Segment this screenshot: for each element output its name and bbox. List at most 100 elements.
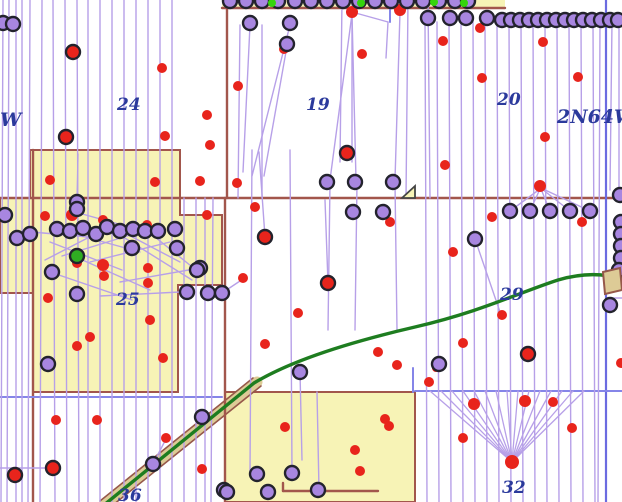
red-well-dot[interactable] (233, 81, 243, 91)
red-well-dot[interactable] (51, 415, 61, 425)
red-well-dot[interactable] (392, 360, 402, 370)
purple-well-symbol[interactable] (344, 203, 362, 221)
purple-well-symbol[interactable] (43, 263, 61, 281)
red-well-dot[interactable] (519, 395, 531, 407)
purple-well-symbol[interactable] (419, 9, 437, 27)
red-well-dot[interactable] (202, 210, 212, 220)
purple-well-symbol[interactable] (384, 173, 402, 191)
green-filled-well-symbol[interactable] (68, 247, 86, 265)
red-well-dot[interactable] (573, 72, 583, 82)
red-filled-well-symbol[interactable] (44, 459, 62, 477)
purple-well-symbol[interactable] (241, 14, 259, 32)
red-well-dot[interactable] (505, 455, 519, 469)
red-well-dot[interactable] (373, 347, 383, 357)
purple-well-symbol[interactable] (318, 0, 336, 10)
red-well-dot[interactable] (145, 315, 155, 325)
purple-well-symbol[interactable] (501, 202, 519, 220)
purple-well-symbol[interactable] (561, 202, 579, 220)
purple-well-symbol[interactable] (253, 0, 271, 10)
red-well-dot[interactable] (448, 247, 458, 257)
purple-well-symbol[interactable] (188, 261, 206, 279)
purple-well-symbol[interactable] (74, 219, 92, 237)
red-filled-well-symbol[interactable] (319, 274, 337, 292)
purple-well-symbol[interactable] (291, 363, 309, 381)
purple-well-symbol[interactable] (611, 186, 622, 204)
red-well-dot[interactable] (205, 140, 215, 150)
purple-well-symbol[interactable] (309, 481, 327, 499)
purple-well-symbol[interactable] (286, 0, 304, 10)
purple-well-symbol[interactable] (318, 173, 336, 191)
red-well-dot[interactable] (160, 131, 170, 141)
purple-well-symbol[interactable] (414, 0, 432, 10)
purple-well-symbol[interactable] (346, 173, 364, 191)
purple-well-symbol[interactable] (48, 220, 66, 238)
purple-well-symbol[interactable] (398, 0, 416, 10)
purple-well-symbol[interactable] (601, 296, 619, 314)
purple-well-symbol[interactable] (237, 0, 255, 10)
red-well-dot[interactable] (438, 36, 448, 46)
green-well-dot[interactable] (430, 0, 438, 6)
purple-well-symbol[interactable] (213, 284, 231, 302)
purple-well-symbol[interactable] (21, 225, 39, 243)
purple-well-symbol[interactable] (478, 9, 496, 27)
red-well-dot[interactable] (158, 353, 168, 363)
purple-well-symbol[interactable] (4, 15, 22, 33)
red-well-dot[interactable] (72, 341, 82, 351)
red-well-dot[interactable] (92, 415, 102, 425)
purple-well-symbol[interactable] (283, 464, 301, 482)
red-well-dot[interactable] (477, 73, 487, 83)
red-well-dot[interactable] (143, 278, 153, 288)
red-well-dot[interactable] (468, 398, 480, 410)
red-well-dot[interactable] (161, 433, 171, 443)
purple-well-symbol[interactable] (199, 284, 217, 302)
red-well-dot[interactable] (487, 212, 497, 222)
red-filled-well-symbol[interactable] (338, 144, 356, 162)
purple-well-symbol[interactable] (221, 0, 239, 10)
purple-well-symbol[interactable] (541, 202, 559, 220)
red-well-dot[interactable] (293, 308, 303, 318)
red-well-dot[interactable] (238, 273, 248, 283)
red-well-dot[interactable] (577, 217, 587, 227)
red-filled-well-symbol[interactable] (57, 128, 75, 146)
red-well-dot[interactable] (497, 310, 507, 320)
red-well-dot[interactable] (458, 433, 468, 443)
red-well-dot[interactable] (355, 466, 365, 476)
red-well-dot[interactable] (43, 293, 53, 303)
purple-well-symbol[interactable] (218, 483, 236, 501)
purple-well-symbol[interactable] (68, 200, 86, 218)
red-well-dot[interactable] (458, 338, 468, 348)
purple-well-symbol[interactable] (248, 465, 266, 483)
red-well-dot[interactable] (195, 176, 205, 186)
green-well-dot[interactable] (268, 0, 276, 7)
purple-well-symbol[interactable] (430, 355, 448, 373)
red-well-dot[interactable] (97, 259, 109, 271)
green-well-dot[interactable] (357, 0, 365, 7)
green-well-dot[interactable] (460, 0, 468, 7)
red-filled-well-symbol[interactable] (64, 43, 82, 61)
purple-well-symbol[interactable] (366, 0, 384, 10)
red-well-dot[interactable] (85, 332, 95, 342)
purple-well-symbol[interactable] (111, 222, 129, 240)
purple-well-symbol[interactable] (193, 408, 211, 426)
red-well-dot[interactable] (143, 263, 153, 273)
red-well-dot[interactable] (280, 422, 290, 432)
purple-well-symbol[interactable] (281, 14, 299, 32)
purple-well-symbol[interactable] (168, 239, 186, 257)
purple-well-symbol[interactable] (39, 355, 57, 373)
red-well-dot[interactable] (346, 6, 358, 18)
purple-well-symbol[interactable] (466, 230, 484, 248)
purple-well-symbol[interactable] (123, 239, 141, 257)
purple-well-symbol[interactable] (302, 0, 320, 10)
purple-well-symbol[interactable] (441, 9, 459, 27)
red-well-dot[interactable] (475, 23, 485, 33)
red-well-dot[interactable] (424, 377, 434, 387)
red-well-dot[interactable] (384, 421, 394, 431)
red-well-dot[interactable] (534, 180, 546, 192)
purple-well-symbol[interactable] (457, 9, 475, 27)
red-well-dot[interactable] (197, 464, 207, 474)
red-filled-well-symbol[interactable] (519, 345, 537, 363)
red-filled-well-symbol[interactable] (256, 228, 274, 246)
purple-well-symbol[interactable] (374, 203, 392, 221)
